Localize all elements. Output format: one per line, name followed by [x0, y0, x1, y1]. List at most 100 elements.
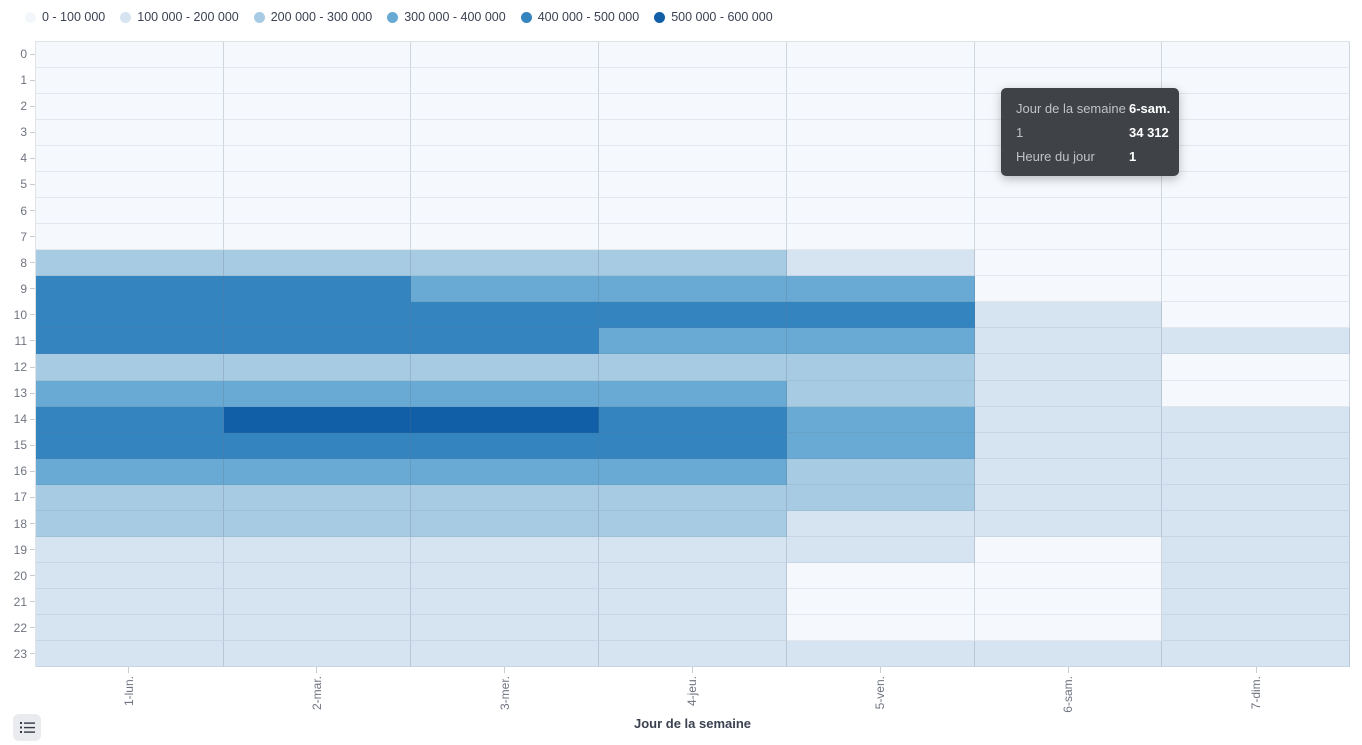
heatmap-cell[interactable] [223, 562, 412, 589]
heatmap-cell[interactable] [599, 380, 787, 407]
heatmap-cell[interactable] [786, 224, 975, 251]
heatmap-cell[interactable] [974, 354, 1163, 381]
legend-item[interactable]: 0 - 100 000 [25, 11, 105, 24]
heatmap-cell[interactable] [1162, 588, 1350, 615]
heatmap-cell[interactable] [786, 276, 975, 303]
heatmap-cell[interactable] [786, 94, 975, 121]
heatmap-cell[interactable] [1162, 302, 1350, 329]
heatmap-cell[interactable] [36, 354, 224, 381]
heatmap-cell[interactable] [1162, 458, 1350, 485]
heatmap-cell[interactable] [1162, 120, 1350, 147]
heatmap-cell[interactable] [974, 276, 1163, 303]
heatmap-cell[interactable] [36, 250, 224, 277]
heatmap-cell[interactable] [223, 172, 412, 199]
heatmap-cell[interactable] [223, 510, 412, 537]
heatmap-cell[interactable] [36, 198, 224, 225]
heatmap-cell[interactable] [36, 68, 224, 95]
heatmap-cell[interactable] [786, 250, 975, 277]
heatmap-cell[interactable] [223, 536, 412, 563]
heatmap-cell[interactable] [36, 224, 224, 251]
heatmap-cell[interactable] [223, 94, 412, 121]
heatmap-cell[interactable] [36, 302, 224, 329]
heatmap-cell[interactable] [1162, 562, 1350, 589]
heatmap-cell[interactable] [1162, 354, 1350, 381]
heatmap-cell[interactable] [786, 562, 975, 589]
heatmap-cell[interactable] [223, 68, 412, 95]
legend-item[interactable]: 300 000 - 400 000 [387, 11, 506, 24]
heatmap-cell[interactable] [36, 614, 224, 641]
heatmap-cell[interactable] [411, 432, 600, 459]
heatmap-cell[interactable] [411, 120, 600, 147]
heatmap-cell[interactable] [599, 42, 787, 69]
heatmap-cell[interactable] [786, 68, 975, 95]
heatmap-cell[interactable] [223, 250, 412, 277]
heatmap-cell[interactable] [411, 640, 600, 667]
heatmap-cell[interactable] [36, 328, 224, 355]
heatmap-cell[interactable] [974, 380, 1163, 407]
heatmap-cell[interactable] [1162, 380, 1350, 407]
heatmap-cell[interactable] [411, 484, 600, 511]
heatmap-cell[interactable] [1162, 68, 1350, 95]
heatmap-cell[interactable] [223, 380, 412, 407]
heatmap-cell[interactable] [974, 562, 1163, 589]
heatmap-cell[interactable] [223, 42, 412, 69]
heatmap-cell[interactable] [223, 640, 412, 667]
legend-item[interactable]: 400 000 - 500 000 [520, 11, 639, 24]
heatmap-cell[interactable] [786, 640, 975, 667]
heatmap-cell[interactable] [411, 198, 600, 225]
heatmap-cell[interactable] [599, 94, 787, 121]
heatmap-cell[interactable] [786, 380, 975, 407]
heatmap-cell[interactable] [36, 120, 224, 147]
heatmap-cell[interactable] [974, 614, 1163, 641]
heatmap-cell[interactable] [411, 146, 600, 173]
legend-item[interactable]: 100 000 - 200 000 [120, 11, 239, 24]
heatmap-cell[interactable] [974, 172, 1163, 199]
heatmap-cell[interactable] [411, 172, 600, 199]
heatmap-cell[interactable] [599, 224, 787, 251]
heatmap-cell[interactable] [599, 510, 787, 537]
heatmap-cell[interactable] [1162, 328, 1350, 355]
heatmap-cell[interactable] [599, 328, 787, 355]
heatmap-cell[interactable] [599, 120, 787, 147]
heatmap-cell[interactable] [974, 432, 1163, 459]
legend-item[interactable]: 200 000 - 300 000 [253, 11, 372, 24]
heatmap-cell[interactable] [36, 484, 224, 511]
heatmap-cell[interactable] [1162, 198, 1350, 225]
heatmap-cell[interactable] [599, 198, 787, 225]
heatmap-cell[interactable] [599, 276, 787, 303]
heatmap-cell[interactable] [36, 380, 224, 407]
heatmap-cell[interactable] [786, 42, 975, 69]
heatmap-cell[interactable] [223, 588, 412, 615]
heatmap-cell[interactable] [411, 588, 600, 615]
heatmap-cell[interactable] [411, 614, 600, 641]
heatmap-cell[interactable] [599, 588, 787, 615]
heatmap-cell[interactable] [223, 146, 412, 173]
heatmap-cell[interactable] [786, 328, 975, 355]
heatmap-cell[interactable] [974, 588, 1163, 615]
heatmap-cell[interactable] [974, 484, 1163, 511]
heatmap-cell[interactable] [411, 302, 600, 329]
heatmap-cell[interactable] [223, 484, 412, 511]
heatmap-cell[interactable] [786, 614, 975, 641]
heatmap-cell[interactable] [786, 198, 975, 225]
heatmap-cell[interactable] [1162, 640, 1350, 667]
heatmap-cell[interactable] [36, 172, 224, 199]
heatmap-cell[interactable] [599, 614, 787, 641]
heatmap-cell[interactable] [223, 406, 412, 433]
heatmap-cell[interactable] [599, 536, 787, 563]
heatmap-cell[interactable] [1162, 432, 1350, 459]
heatmap-cell[interactable] [223, 354, 412, 381]
heatmap-cell[interactable] [1162, 172, 1350, 199]
heatmap-cell[interactable] [786, 484, 975, 511]
heatmap-cell[interactable] [411, 380, 600, 407]
heatmap-cell[interactable] [223, 120, 412, 147]
heatmap-cell[interactable] [1162, 42, 1350, 69]
heatmap-cell[interactable] [1162, 484, 1350, 511]
heatmap-cell[interactable] [974, 250, 1163, 277]
heatmap-cell[interactable] [1162, 276, 1350, 303]
heatmap-cell[interactable] [599, 146, 787, 173]
heatmap-cell[interactable] [974, 640, 1163, 667]
heatmap-cell[interactable] [786, 406, 975, 433]
heatmap-cell[interactable] [599, 302, 787, 329]
heatmap-cell[interactable] [1162, 510, 1350, 537]
